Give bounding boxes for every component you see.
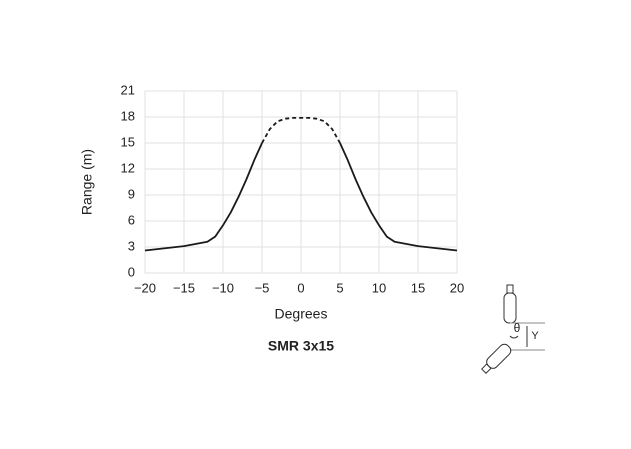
chart-title: SMR 3x15: [268, 338, 334, 354]
y-tick-label: 6: [128, 212, 135, 227]
line-series: [144, 142, 458, 252]
y-tick-label: 21: [121, 82, 135, 97]
x-tick-label: −5: [255, 280, 270, 295]
x-tick-label: −15: [173, 280, 195, 295]
x-tick-label: 15: [411, 280, 425, 295]
offset-label: Y: [531, 330, 539, 342]
y-tick-label: 18: [121, 108, 135, 123]
y-axis-label: Range (m): [79, 149, 95, 215]
line-series: [261, 117, 341, 144]
y-tick-label: 3: [128, 238, 135, 253]
x-tick-label: 5: [336, 280, 343, 295]
x-tick-label: 20: [450, 280, 464, 295]
x-tick-label: 0: [297, 280, 304, 295]
y-tick-label: 9: [128, 186, 135, 201]
sensor-diagram: [481, 284, 545, 374]
angle-label: θ: [514, 321, 521, 335]
y-tick-label: 12: [121, 160, 135, 175]
x-axis-label: Degrees: [275, 306, 328, 322]
y-tick-label: 15: [121, 134, 135, 149]
x-tick-label: 10: [372, 280, 386, 295]
x-tick-label: −20: [134, 280, 156, 295]
y-tick-label: 0: [128, 264, 135, 279]
x-tick-label: −10: [212, 280, 234, 295]
